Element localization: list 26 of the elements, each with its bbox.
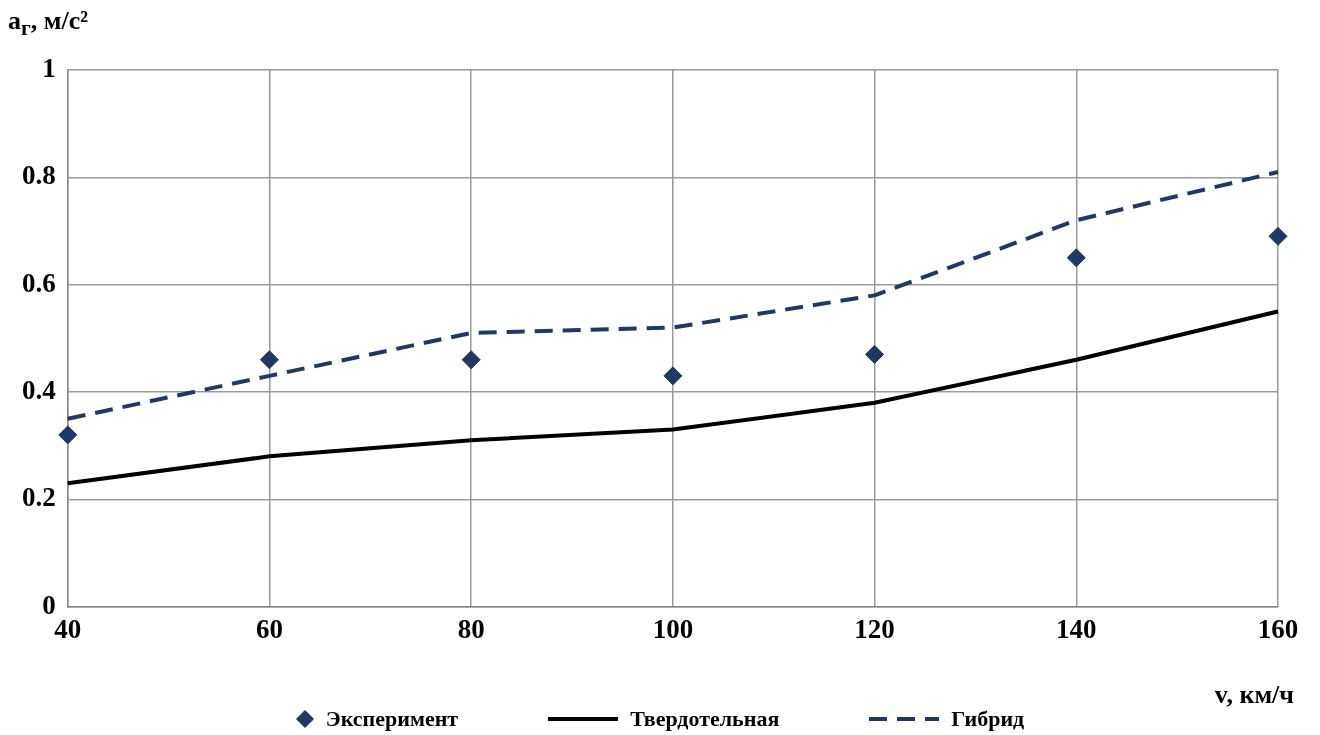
point [865, 344, 885, 364]
y-tick-label: 0.6 [22, 267, 56, 298]
x-tick-label: 120 [854, 613, 895, 644]
point [1268, 226, 1288, 246]
x-tick-label: 100 [652, 613, 694, 644]
legend-label: Эксперимент [325, 706, 459, 732]
x-tick-label: 40 [54, 613, 82, 644]
y-tick-label: 1 [42, 52, 56, 83]
x-tick-label: 60 [255, 613, 283, 644]
y-axis-title: a$_{г}$, м/с² [8, 6, 89, 42]
point [1066, 248, 1086, 268]
legend-label: Гибрид [951, 706, 1025, 732]
x-tick-label: 140 [1056, 613, 1097, 644]
x-axis-title: v, км/ч [1214, 680, 1294, 710]
x-tick-label: 80 [457, 613, 485, 644]
x-tick-label: 160 [1257, 613, 1299, 644]
y-tick-label: 0.8 [22, 160, 56, 191]
y-tick-label: 0.2 [22, 482, 56, 513]
point [663, 366, 683, 386]
y-tick-label: 0.4 [22, 374, 56, 405]
legend-label: Твердотельная [630, 706, 780, 732]
point [461, 350, 481, 370]
point [58, 425, 78, 445]
y-tick-label: 0 [42, 589, 56, 620]
point [259, 350, 279, 370]
line-series [65, 169, 1280, 421]
